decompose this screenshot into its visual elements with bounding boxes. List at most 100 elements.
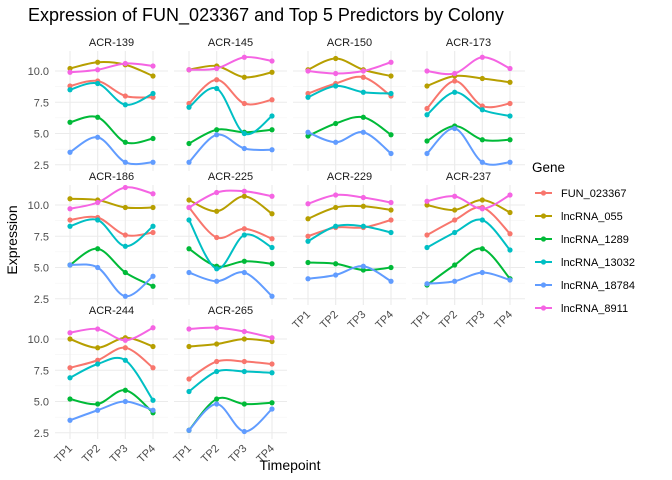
series-lncrna_8911: [186, 188, 275, 211]
data-point: [241, 188, 247, 194]
data-point: [305, 68, 311, 74]
series-line: [426, 198, 511, 214]
data-point: [305, 201, 311, 207]
data-point: [479, 206, 485, 212]
data-point: [67, 396, 73, 402]
x-tick-label: TP2: [199, 443, 222, 466]
series-line: [69, 61, 154, 77]
legend-label: lncRNA_1289: [561, 234, 629, 246]
series-lncrna_18784: [67, 134, 156, 166]
series-lncrna_1289: [186, 127, 275, 147]
facet-strip-label: ACR-145: [208, 37, 253, 49]
data-point: [333, 55, 339, 62]
data-point: [214, 358, 220, 365]
series-line: [188, 64, 273, 79]
data-point: [186, 67, 192, 73]
data-point: [95, 345, 101, 351]
data-point: [269, 193, 275, 199]
series-line: [307, 193, 392, 205]
series-lncrna_8911: [186, 325, 275, 341]
data-point: [241, 428, 247, 435]
legend-item: lncRNA_1289: [535, 234, 629, 246]
x-tick-label: TP1: [52, 443, 75, 466]
data-point: [150, 191, 156, 197]
series-lncrna_13032: [305, 83, 394, 100]
data-point: [122, 243, 128, 249]
data-point: [269, 370, 275, 376]
series-line: [69, 263, 154, 298]
data-point: [269, 361, 275, 367]
series-line: [69, 336, 154, 349]
data-point: [452, 193, 458, 199]
facet-panel: ACR-139 2.5 5.0 7.5 10.0: [28, 37, 168, 172]
data-point: [241, 258, 247, 264]
data-point: [360, 89, 366, 95]
data-point: [150, 223, 156, 229]
facet-strip-label: ACR-265: [208, 305, 253, 317]
data-point: [360, 223, 366, 229]
data-point: [150, 229, 156, 236]
series-line: [69, 247, 154, 288]
data-point: [424, 232, 430, 238]
data-point: [360, 114, 366, 120]
data-point: [424, 198, 430, 204]
data-point: [67, 206, 73, 212]
series-line: [188, 247, 273, 268]
data-point: [452, 125, 458, 132]
data-point: [269, 147, 275, 153]
data-point: [241, 358, 247, 365]
data-point: [150, 204, 156, 211]
data-point: [186, 246, 192, 252]
data-point: [360, 68, 366, 74]
series-lncrna_8911: [424, 192, 513, 212]
series-line: [307, 57, 392, 77]
series-lncrna_8911: [67, 60, 156, 75]
data-point: [269, 58, 275, 64]
data-point: [150, 283, 156, 289]
data-point: [388, 264, 394, 271]
x-tick-label: TP3: [108, 443, 131, 466]
x-tick-label: TP1: [409, 309, 432, 332]
x-tick-label: TP4: [135, 443, 158, 466]
data-point: [479, 246, 485, 252]
data-point: [269, 97, 275, 103]
series-line: [69, 356, 154, 401]
series-line: [188, 78, 273, 106]
data-point: [95, 407, 101, 413]
data-point: [150, 135, 156, 142]
data-point: [214, 325, 220, 331]
series-lncrna_13032: [67, 217, 156, 249]
data-point: [507, 79, 513, 85]
legend-key-point: [540, 213, 547, 219]
series-line: [188, 337, 273, 348]
data-point: [388, 278, 394, 284]
series-line: [426, 247, 511, 286]
data-point: [241, 74, 247, 80]
data-point: [95, 246, 101, 252]
x-tick-label: TP4: [492, 309, 515, 332]
data-point: [122, 204, 128, 211]
series-fun_023367: [186, 358, 275, 382]
data-point: [186, 197, 192, 203]
data-point: [269, 236, 275, 242]
data-point: [424, 68, 430, 74]
data-point: [333, 223, 339, 229]
series-line: [188, 271, 273, 298]
facet-strip-label: ACR-237: [446, 171, 491, 183]
legend-key-point: [540, 190, 547, 196]
x-tick-label: TP1: [290, 309, 313, 332]
data-point: [360, 263, 366, 269]
y-tick-label: 10.0: [28, 334, 49, 346]
data-point: [95, 357, 101, 363]
legend: Gene FUN_023367 lncRNA_055 lncRNA_1289 lncR…: [532, 160, 635, 315]
data-point: [452, 229, 458, 236]
data-point: [186, 140, 192, 147]
data-point: [122, 184, 128, 191]
series-line: [307, 219, 392, 238]
series-line: [426, 79, 511, 110]
facet-strip-label: ACR-244: [89, 305, 134, 317]
data-point: [150, 273, 156, 279]
data-point: [214, 127, 220, 133]
series-line: [69, 197, 154, 210]
x-tick-label: TP1: [171, 443, 194, 466]
